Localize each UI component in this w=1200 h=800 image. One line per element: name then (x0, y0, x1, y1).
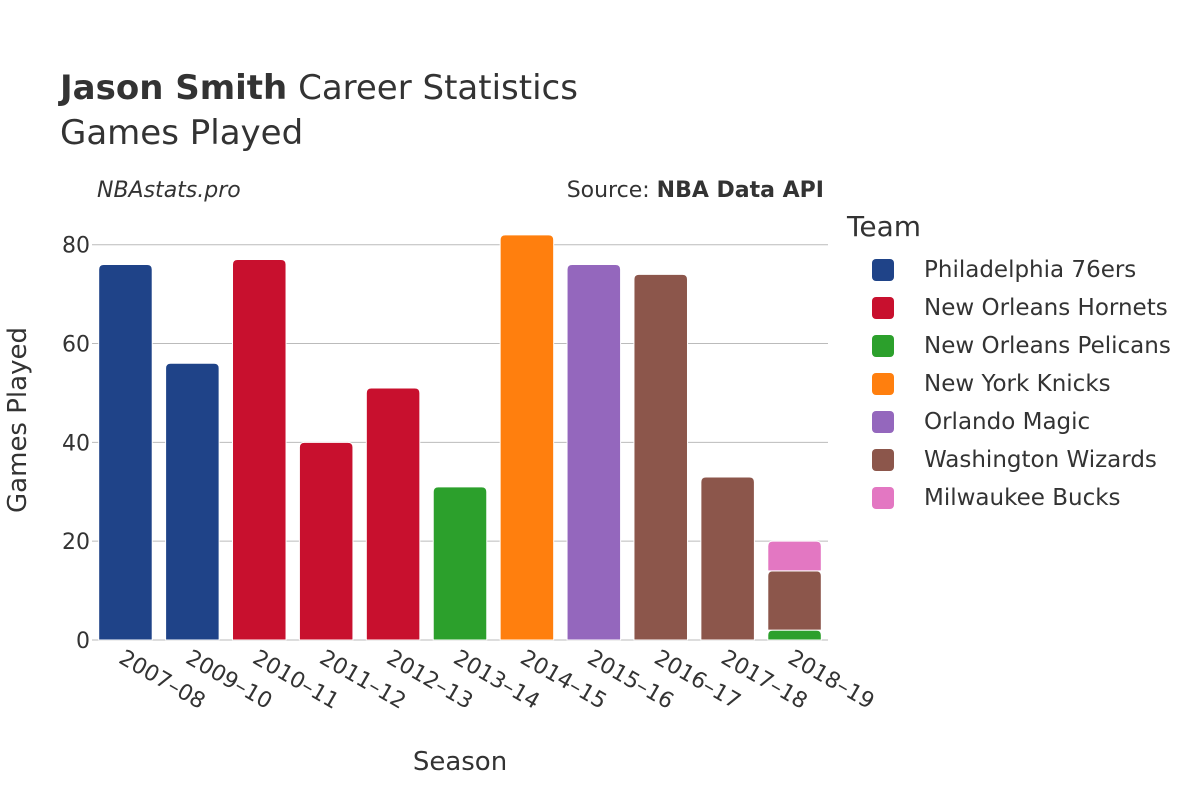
legend-title: Team (847, 210, 922, 243)
legend-label: Washington Wizards (924, 447, 1157, 473)
x-axis-ticks: 2007–082009–102010–112011–122012–132013–… (114, 646, 878, 715)
y-tick-label: 80 (62, 234, 90, 259)
legend-label: New York Knicks (924, 371, 1111, 397)
legend-label: Orlando Magic (924, 409, 1091, 435)
chart-title-rest: Career Statistics (287, 68, 578, 108)
legend-swatch (872, 335, 894, 357)
bar-2015–16-orlando-magic (566, 263, 622, 641)
source-prefix: Source: (566, 178, 657, 203)
bar-2007–08-philadelphia-76ers (98, 263, 153, 641)
bar-2013–14-new-orleans-pelicans (432, 486, 488, 641)
legend-label: Milwaukee Bucks (924, 485, 1121, 511)
legend-swatch (872, 487, 894, 509)
legend-item[interactable]: Philadelphia 76ers (847, 251, 1171, 289)
bar-2017–18-washington-wizards (700, 476, 755, 641)
legend-items: Philadelphia 76ers New Orleans Hornets New… (847, 251, 1171, 517)
bar-2016–17-washington-wizards (633, 273, 688, 641)
legend-item[interactable]: Washington Wizards (847, 441, 1171, 479)
legend-swatch (872, 411, 894, 433)
legend-item[interactable]: New Orleans Hornets (847, 289, 1171, 327)
legend: Team Philadelphia 76ers New Orleans Horne… (847, 210, 1171, 517)
watermark: NBAstats.pro (97, 178, 241, 203)
chart-title: Jason Smith Career Statistics (60, 68, 578, 108)
source-note: Source: NBA Data API (567, 178, 824, 203)
bar-2009–10-philadelphia-76ers (165, 362, 220, 641)
legend-item[interactable]: New Orleans Pelicans (847, 327, 1171, 365)
legend-item[interactable]: Orlando Magic (847, 403, 1171, 441)
bar-2012–13-new-orleans-hornets (365, 387, 421, 641)
x-axis-title: Season (413, 747, 507, 777)
legend-swatch (872, 297, 894, 319)
y-tick-label: 20 (62, 530, 90, 555)
bar-2018–19-milwaukee-bucks (767, 540, 822, 572)
source-name: NBA Data API (656, 178, 824, 203)
y-tick-label: 60 (62, 333, 90, 358)
y-tick-label: 40 (62, 431, 90, 456)
bar-2018–19-new-orleans-pelicans (767, 629, 822, 641)
legend-item[interactable]: New York Knicks (847, 365, 1171, 403)
legend-label: New Orleans Pelicans (924, 333, 1171, 359)
legend-swatch (872, 373, 894, 395)
bar-2010–11-new-orleans-hornets (232, 259, 287, 641)
y-axis-title: Games Played (3, 327, 33, 513)
bar-2014–15-new-york-knicks (499, 234, 555, 641)
y-axis-ticks: 0 20 40 60 80 (62, 234, 90, 654)
legend-label: Philadelphia 76ers (924, 257, 1137, 283)
chart-title-player: Jason Smith (60, 68, 288, 108)
legend-item[interactable]: Milwaukee Bucks (847, 479, 1171, 517)
legend-swatch (872, 259, 894, 281)
bar-2011–12-new-orleans-hornets (298, 441, 354, 641)
legend-swatch (872, 449, 894, 471)
chart-subtitle: Games Played (60, 113, 304, 153)
legend-label: New Orleans Hornets (924, 295, 1168, 321)
bar-2018–19-washington-wizards (767, 570, 822, 631)
bars (98, 234, 822, 641)
y-tick-label: 0 (76, 629, 90, 654)
